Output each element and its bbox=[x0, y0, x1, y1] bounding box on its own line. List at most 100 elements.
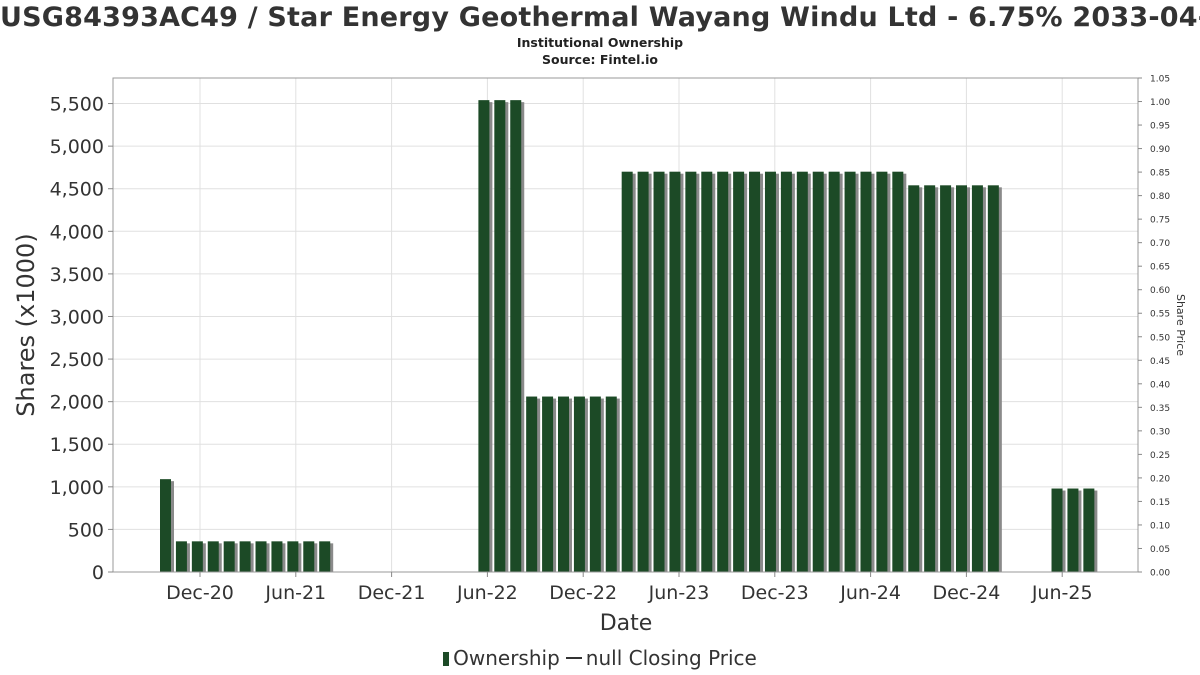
x-tick-label: Jun-25 bbox=[1031, 582, 1093, 604]
ownership-bar bbox=[924, 185, 936, 572]
x-tick-label: Dec-22 bbox=[549, 582, 617, 604]
y2-tick-label: 0.50 bbox=[1150, 333, 1170, 343]
y2-tick-label: 0.65 bbox=[1150, 263, 1170, 273]
ownership-bar bbox=[971, 185, 983, 572]
y-tick-label: 2,500 bbox=[50, 349, 104, 371]
ownership-bar bbox=[255, 541, 267, 572]
ownership-bar bbox=[573, 396, 585, 572]
x-tick-label: Dec-24 bbox=[932, 582, 1000, 604]
ownership-bar bbox=[558, 396, 569, 572]
y2-tick-label: 0.25 bbox=[1150, 451, 1170, 461]
y2-tick-label: 0.80 bbox=[1150, 192, 1170, 202]
y2-tick-label: 1.05 bbox=[1150, 75, 1170, 85]
x-tick-label: Jun-24 bbox=[839, 582, 901, 604]
ownership-bar bbox=[956, 185, 967, 572]
chart-subtitle: Institutional Ownership bbox=[516, 35, 684, 50]
ownership-bar bbox=[637, 171, 649, 573]
y2-tick-label: 0.10 bbox=[1150, 521, 1170, 531]
ownership-bar bbox=[828, 171, 840, 573]
ownership-bar bbox=[1083, 488, 1095, 572]
y2-tick-label: 0.45 bbox=[1150, 357, 1170, 367]
ownership-bar bbox=[733, 171, 745, 573]
y-tick-label: 2,000 bbox=[50, 392, 104, 414]
y2-tick-label: 0.20 bbox=[1150, 474, 1170, 484]
legend-ownership-swatch bbox=[443, 652, 450, 666]
ownership-bar bbox=[685, 171, 697, 573]
ownership-bar bbox=[223, 541, 235, 572]
ownership-bar bbox=[303, 541, 315, 572]
legend: Ownership null Closing Price bbox=[0, 646, 1200, 670]
ownership-bar bbox=[1067, 488, 1079, 572]
ownership-bar bbox=[860, 171, 872, 573]
x-tick-label: Jun-22 bbox=[456, 582, 518, 604]
ownership-bar bbox=[175, 541, 187, 572]
y2-tick-label: 0.35 bbox=[1150, 404, 1170, 414]
ownership-bar bbox=[892, 171, 904, 573]
legend-ownership-label: Ownership bbox=[453, 646, 560, 670]
ownership-bar bbox=[1051, 488, 1063, 572]
y-tick-label: 0 bbox=[92, 562, 104, 584]
ownership-bar bbox=[160, 479, 171, 572]
y-tick-label: 3,500 bbox=[50, 264, 104, 286]
legend-price-swatch bbox=[565, 657, 582, 659]
x-tick-label: Jun-21 bbox=[264, 582, 326, 604]
y-tick-label: 5,000 bbox=[50, 136, 104, 158]
y2-tick-label: 0.95 bbox=[1150, 122, 1170, 132]
y2-tick-label: 0.15 bbox=[1150, 498, 1170, 508]
y2-axis-label: Share Price bbox=[1174, 294, 1187, 356]
ownership-bar bbox=[669, 171, 681, 573]
ownership-bar bbox=[621, 171, 633, 573]
ownership-bar bbox=[796, 171, 808, 573]
x-tick-label: Dec-21 bbox=[358, 582, 426, 604]
ownership-bar bbox=[749, 171, 761, 573]
y2-tick-label: 0.00 bbox=[1150, 569, 1170, 579]
plot-frame bbox=[112, 77, 1139, 573]
y-tick-label: 5,500 bbox=[50, 94, 104, 116]
x-tick-label: Jun-23 bbox=[648, 582, 710, 604]
y-tick-label: 1,000 bbox=[50, 477, 104, 499]
y-tick-label: 500 bbox=[68, 519, 104, 541]
chart-source: Source: Fintel.io bbox=[542, 52, 658, 67]
y2-tick-label: 0.60 bbox=[1150, 286, 1170, 296]
y2-axis-ticks: 0.00 0.05 0.10 0.15 0.20 0.25 0.30 0.35 0.40 0.45… bbox=[1138, 75, 1170, 579]
ownership-bar bbox=[940, 185, 952, 572]
ownership-bar bbox=[510, 100, 522, 572]
y2-tick-label: 0.30 bbox=[1150, 427, 1170, 437]
x-tick-label: Dec-23 bbox=[741, 582, 809, 604]
y2-tick-label: 0.70 bbox=[1150, 239, 1170, 249]
ownership-bar bbox=[844, 171, 856, 573]
y-tick-label: 3,000 bbox=[50, 306, 104, 328]
ownership-bar bbox=[526, 396, 538, 572]
x-axis-ticks: Dec-20 Jun-21 Dec-21 Jun-22 Dec-22 Jun-23 Dec-… bbox=[166, 572, 1093, 604]
y2-tick-label: 0.55 bbox=[1150, 310, 1170, 320]
ownership-bar bbox=[239, 541, 251, 572]
y-tick-label: 4,000 bbox=[50, 221, 104, 243]
y2-tick-label: 0.40 bbox=[1150, 380, 1170, 390]
y2-tick-label: 0.75 bbox=[1150, 216, 1170, 226]
ownership-bar bbox=[908, 185, 920, 572]
ownership-bar bbox=[605, 396, 617, 572]
ownership-bar bbox=[701, 171, 713, 573]
ownership-bar bbox=[812, 171, 824, 573]
y-tick-label: 4,500 bbox=[50, 179, 104, 201]
y2-tick-label: 0.05 bbox=[1150, 545, 1170, 555]
y-axis-ticks: 0 500 1,000 1,500 2,000 2,500 3,000 3,500 4,000 4… bbox=[50, 94, 113, 584]
x-tick-label: Dec-20 bbox=[166, 582, 234, 604]
ownership-bar bbox=[653, 171, 665, 573]
ownership-bar bbox=[478, 100, 490, 572]
ownership-bar bbox=[987, 185, 999, 572]
y2-tick-label: 1.00 bbox=[1150, 98, 1170, 108]
ownership-bar bbox=[764, 171, 776, 573]
bars-group bbox=[160, 100, 1098, 573]
y-tick-label: 1,500 bbox=[50, 434, 104, 456]
x-axis-label: Date bbox=[600, 611, 653, 636]
chart-title: USG84393AC49 / Star Energy Geothermal Wa… bbox=[0, 2, 1200, 33]
ownership-bar bbox=[191, 541, 203, 572]
ownership-bar bbox=[717, 171, 729, 573]
ownership-bar bbox=[589, 396, 601, 572]
y2-tick-label: 0.85 bbox=[1150, 169, 1170, 179]
ownership-bar bbox=[271, 541, 283, 572]
ownership-bar bbox=[876, 171, 888, 573]
ownership-bar bbox=[207, 541, 219, 572]
